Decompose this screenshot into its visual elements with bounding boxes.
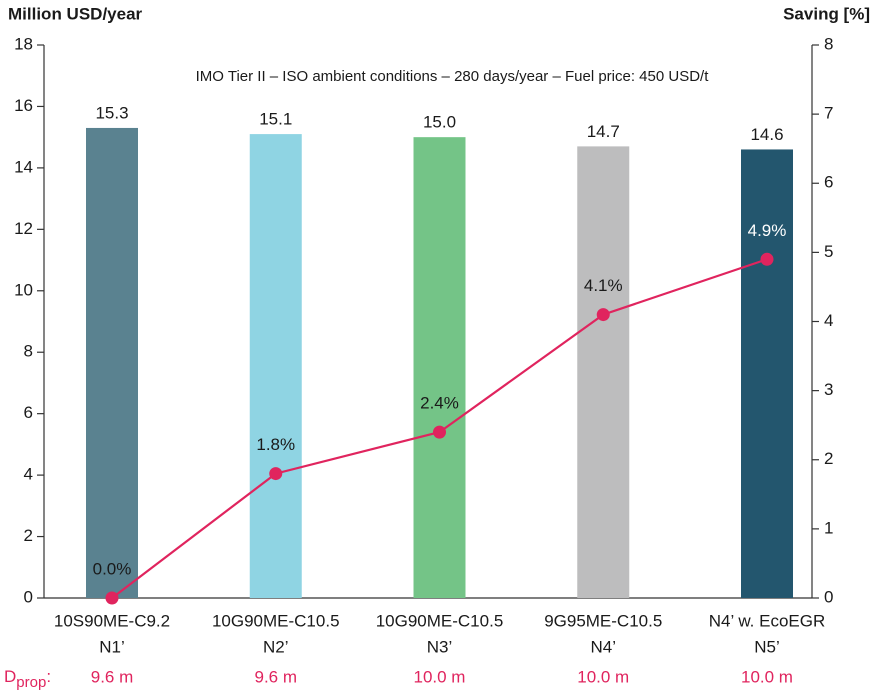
line-marker xyxy=(760,252,774,266)
y2-tick-label: 4 xyxy=(824,311,833,330)
line-value-label: 1.8% xyxy=(256,435,295,454)
row-value: 10.0 m xyxy=(577,667,629,686)
line-marker xyxy=(105,591,119,605)
row-label-suffix: : xyxy=(46,667,51,686)
y2-tick-label: 2 xyxy=(824,449,833,468)
y-tick-label: 16 xyxy=(14,96,33,115)
x-tick-sublabel: N1’ xyxy=(99,637,125,656)
y2-tick-label: 6 xyxy=(824,173,833,192)
bar-value-label: 14.6 xyxy=(750,125,783,144)
y-tick-label: 18 xyxy=(14,34,33,53)
row-label: Dprop: xyxy=(4,667,51,690)
line-value-label: 2.4% xyxy=(420,394,459,413)
bar-value-label: 15.3 xyxy=(95,103,128,122)
y-tick-label: 0 xyxy=(24,587,33,606)
x-tick-sublabel: N5’ xyxy=(754,637,780,656)
y-tick-label: 14 xyxy=(14,157,33,176)
bar xyxy=(413,137,466,598)
x-tick-label: 9G95ME-C10.5 xyxy=(544,611,662,630)
row-label-main: D xyxy=(4,667,16,686)
bar-value-label: 15.0 xyxy=(423,113,456,132)
line-value-label: 4.1% xyxy=(584,276,623,295)
bar-value-label: 15.1 xyxy=(259,110,292,129)
y2-axis-title: Saving [%] xyxy=(783,4,870,23)
line-value-label: 0.0% xyxy=(93,559,132,578)
y-tick-label: 4 xyxy=(24,465,33,484)
y2-tick-label: 0 xyxy=(824,587,833,606)
annotation: IMO Tier II – ISO ambient conditions – 2… xyxy=(196,68,710,85)
bar xyxy=(249,134,302,598)
x-tick-label: 10S90ME-C9.2 xyxy=(54,611,170,630)
x-tick-sublabel: N4’ xyxy=(590,637,616,656)
row-value: 9.6 m xyxy=(254,667,297,686)
line-value-label: 4.9% xyxy=(748,221,787,240)
y-axis-title: Million USD/year xyxy=(8,4,143,23)
bar xyxy=(577,146,630,598)
line-marker xyxy=(596,308,610,322)
x-tick-sublabel: N3’ xyxy=(427,637,453,656)
row-label-sub: prop xyxy=(16,674,46,691)
y-tick-label: 10 xyxy=(14,280,33,299)
x-tick-label: N4’ w. EcoEGR xyxy=(709,611,826,630)
y-tick-label: 8 xyxy=(24,342,33,361)
y2-tick-label: 1 xyxy=(824,518,833,537)
line-marker xyxy=(433,425,446,439)
row-value: 10.0 m xyxy=(414,667,466,686)
y-tick-label: 6 xyxy=(24,403,33,422)
x-tick-sublabel: N2’ xyxy=(263,637,289,656)
bar-value-label: 14.7 xyxy=(587,122,620,141)
line-marker xyxy=(269,467,283,481)
row-value: 9.6 m xyxy=(91,667,134,686)
y-tick-label: 2 xyxy=(24,526,33,545)
y2-tick-label: 7 xyxy=(824,104,833,123)
bar xyxy=(741,149,793,598)
row-value: 10.0 m xyxy=(741,667,793,686)
y2-tick-label: 5 xyxy=(824,242,833,261)
y-tick-label: 12 xyxy=(14,219,33,238)
bar xyxy=(86,127,138,598)
y2-tick-label: 3 xyxy=(824,380,833,399)
x-tick-label: 10G90ME-C10.5 xyxy=(212,611,340,630)
x-tick-label: 10G90ME-C10.5 xyxy=(376,611,504,630)
y2-tick-label: 8 xyxy=(824,34,833,53)
